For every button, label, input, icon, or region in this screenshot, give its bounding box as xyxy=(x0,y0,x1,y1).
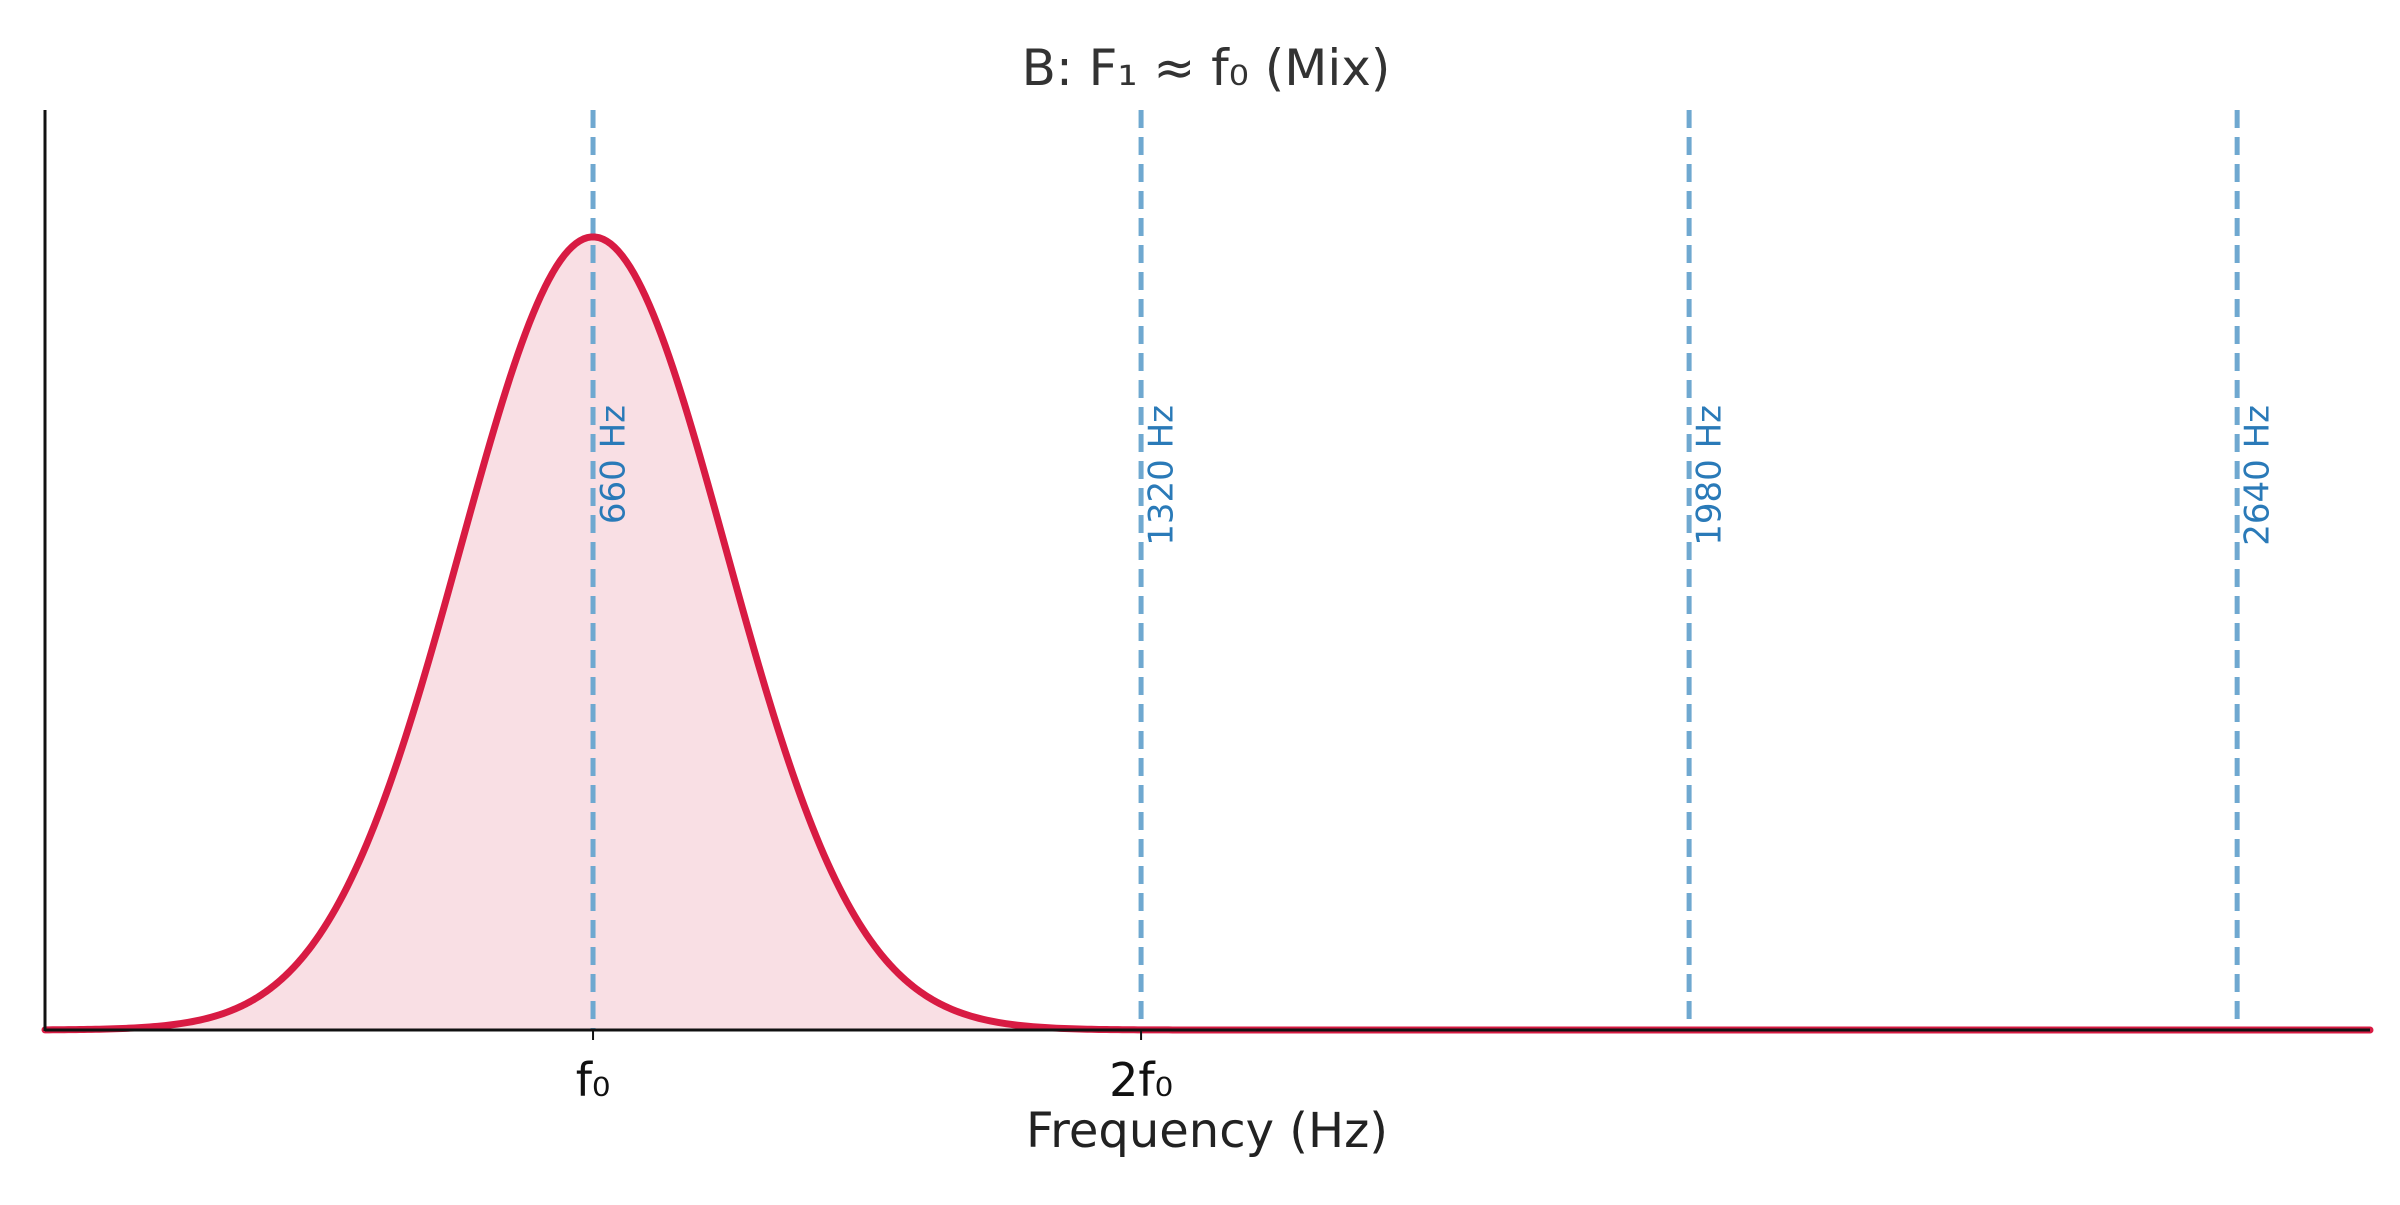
x-tick-group: f₀ 2f₀ xyxy=(576,1030,1173,1107)
envelope-fill xyxy=(45,236,2370,1030)
x-axis-label: Frequency (Hz) xyxy=(1026,1103,1388,1159)
harmonic-label: 660 Hz xyxy=(594,405,634,524)
chart-title: B: F₁ ≈ f₀ (Mix) xyxy=(1022,39,1391,97)
harmonic-label: 2640 Hz xyxy=(2238,405,2278,546)
plot-area: 660 Hz 1320 Hz 1980 Hz 2640 Hz xyxy=(41,110,2374,1034)
harmonic-label: 1980 Hz xyxy=(1690,405,1730,546)
x-tick-label: f₀ xyxy=(576,1053,611,1107)
harmonic-label: 1320 Hz xyxy=(1142,405,1182,546)
x-tick-label: 2f₀ xyxy=(1109,1053,1173,1107)
